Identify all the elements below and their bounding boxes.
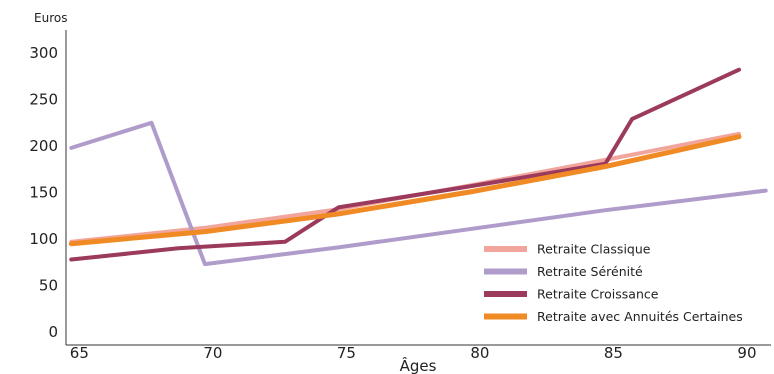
series-line-retraite-classique (69, 131, 741, 244)
legend-label-retraite-classique: Retraite Classique (537, 242, 651, 257)
y-axis-unit-label: Euros (34, 11, 67, 25)
y-tick-label: 150 (29, 184, 58, 202)
x-tick-label: 85 (604, 344, 623, 362)
x-axis-title: Âges (400, 356, 437, 374)
x-axis-ticks: 65 70 75 80 85 90 (70, 344, 757, 362)
x-tick-label: 75 (337, 344, 356, 362)
x-tick-label: 80 (470, 344, 489, 362)
y-tick-label: 50 (39, 277, 58, 295)
y-tick-label: 300 (29, 44, 58, 62)
y-tick-label: 250 (29, 91, 58, 109)
y-axis-ticks: 0 50 100 150 200 250 300 (29, 44, 58, 341)
series-line-retraite-croissance (69, 67, 741, 262)
y-tick-label: 100 (29, 230, 58, 248)
x-tick-label: 65 (70, 344, 89, 362)
legend: Retraite Classique Retraite Sérénité Retra… (484, 242, 743, 324)
legend-label-retraite-croissance: Retraite Croissance (537, 287, 659, 302)
legend-label-retraite-avec-annuites-certaines: Retraite avec Annuités Certaines (537, 309, 743, 324)
series-lines (68, 67, 768, 267)
series-line-retraite-avec-annuites-certaines (68, 134, 742, 247)
y-tick-label: 200 (29, 137, 58, 155)
series-line-retraite-serenite (69, 120, 768, 267)
x-tick-label: 70 (203, 344, 222, 362)
legend-label-retraite-serenite: Retraite Sérénité (537, 264, 643, 279)
y-tick-label: 0 (48, 323, 58, 341)
x-tick-label: 90 (737, 344, 756, 362)
